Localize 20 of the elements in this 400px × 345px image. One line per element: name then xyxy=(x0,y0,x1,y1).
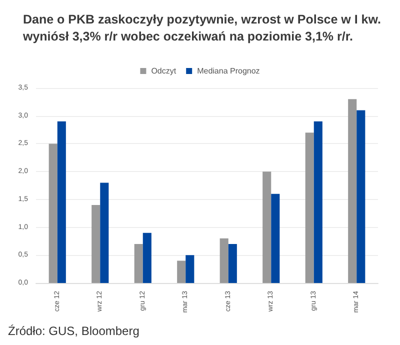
legend-label: Odczyt xyxy=(151,66,177,76)
legend-label: Mediana Prognoz xyxy=(197,66,260,76)
bar xyxy=(92,205,100,283)
bar xyxy=(228,244,237,283)
bar xyxy=(348,99,357,283)
bar xyxy=(100,182,109,283)
bar xyxy=(271,194,280,283)
chart-title: Dane o PKB zaskoczyły pozytywnie, wzrost w Polsce w I kw. wyniósł 3,3% r/r wobec oczekiwań na poziomie 3,1% r/r. xyxy=(22,12,381,44)
text: Źródło: GUS, Bloomberg xyxy=(8,324,140,338)
bar xyxy=(57,121,66,283)
bar xyxy=(356,110,366,283)
bar xyxy=(186,255,194,283)
bar xyxy=(48,144,58,283)
bar xyxy=(142,232,152,283)
bar xyxy=(177,260,186,283)
bar xyxy=(262,172,272,283)
bar xyxy=(305,132,314,283)
bar xyxy=(314,121,322,283)
bar xyxy=(220,238,228,283)
bar xyxy=(134,244,143,283)
